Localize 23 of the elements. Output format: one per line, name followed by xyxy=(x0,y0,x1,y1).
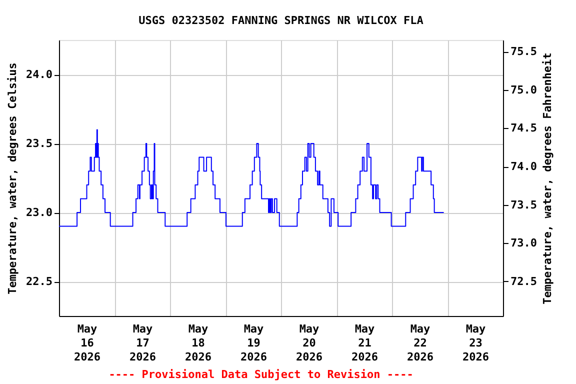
y-tick-label: 23.5 xyxy=(26,137,52,150)
x-tick-label: May 20 2026 xyxy=(296,322,323,364)
y-tick-label: 23.0 xyxy=(26,206,52,219)
y2-tick-label: 72.5 xyxy=(510,275,537,288)
y2-tick-label: 75.0 xyxy=(510,83,537,96)
chart-title: USGS 02323502 FANNING SPRINGS NR WILCOX FLA xyxy=(138,14,424,27)
x-tick-label: May 19 2026 xyxy=(240,322,268,364)
x-tick-label: May 18 2026 xyxy=(185,322,212,364)
text: ---- Provisional Data Subject to Revision ---- xyxy=(108,368,414,381)
x-tick-label: May 16 2026 xyxy=(74,322,101,364)
y2-tick-label: 74.0 xyxy=(510,160,537,173)
x-tick-label: May 23 2026 xyxy=(462,322,490,364)
y2-tick-label: 74.5 xyxy=(510,122,537,135)
x-tick-label: May 17 2026 xyxy=(130,322,156,364)
y2-tick-label: 73.5 xyxy=(510,198,537,212)
x-tick-label: May 22 2026 xyxy=(407,322,434,364)
y2-tick-label: 73.0 xyxy=(510,236,537,250)
x-tick-label: May 21 2026 xyxy=(352,322,378,364)
y2-axis-title: Temperature, water, degrees Fahrenheit xyxy=(540,52,554,304)
y2-tick-label: 75.5 xyxy=(510,45,537,58)
y-tick-label: 22.5 xyxy=(26,275,52,288)
y-tick-label: 24.0 xyxy=(26,68,52,81)
y-axis-title: Temperature, water, degrees Celsius xyxy=(6,62,20,294)
